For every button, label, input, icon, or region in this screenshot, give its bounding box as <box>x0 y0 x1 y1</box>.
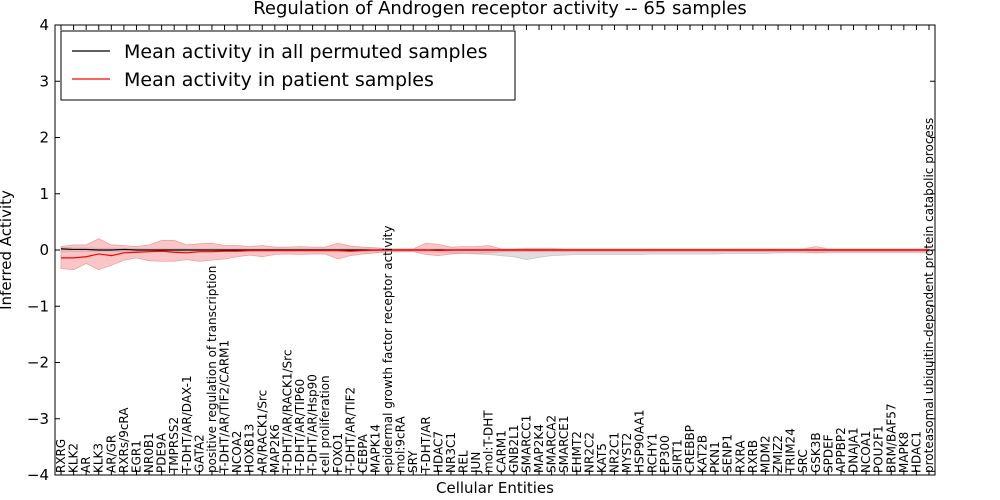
x-category-label: SMARCA2 <box>545 415 559 473</box>
y-axis-ticks: 4 3 2 1 0 −1 −2 −3 −4 <box>27 16 935 484</box>
x-category-label: MAPK14 <box>368 424 382 473</box>
x-category-label: T-DHT/AR/TIF2/CARM1 <box>218 340 232 474</box>
x-category-label: MAPK8 <box>897 432 911 473</box>
y-tick-label: 1 <box>39 185 49 203</box>
x-category-label: JUN <box>469 452 483 474</box>
x-axis-category-labels: RXRGKLK2ARKLK3AR/GRRXRs/9cRAEGR1NR0B1PDE… <box>54 25 936 475</box>
x-category-label: T-DHT/AR <box>419 416 433 474</box>
x-category-label: CEBPA <box>356 433 370 473</box>
x-category-label: GATA2 <box>192 434 206 473</box>
legend-label-patient: Mean activity in patient samples <box>124 69 434 91</box>
x-category-label: EGR1 <box>129 440 143 473</box>
line-series-1 <box>61 249 929 259</box>
x-category-label: T-DHT/AR/DAX-1 <box>180 375 194 474</box>
x-category-label: SRC <box>796 449 810 473</box>
y-tick-label: −3 <box>27 410 49 428</box>
x-category-label: NR2C2 <box>582 432 596 473</box>
x-category-label: mol:T-DHT <box>482 410 496 473</box>
x-category-label: KAT2B <box>696 435 710 473</box>
x-category-label: EHMT2 <box>570 431 584 473</box>
x-category-label: T-DHT/AR/RACK1/Src <box>280 350 294 474</box>
x-category-label: KAT5 <box>595 443 609 473</box>
x-category-label: RXRB <box>746 440 760 473</box>
y-tick-label: 2 <box>39 129 49 147</box>
series-lines <box>60 248 929 259</box>
x-category-label: MAP2K4 <box>532 424 546 473</box>
y-tick-label: 3 <box>39 72 49 90</box>
x-category-label: epidermal growth factor receptor activit… <box>381 226 395 473</box>
band-series-1 <box>60 238 930 271</box>
x-category-label: SMARCE1 <box>557 415 571 473</box>
x-category-label: MDM2 <box>758 435 772 473</box>
x-category-label: TRIM24 <box>784 428 798 474</box>
x-category-label: SRY <box>406 450 420 473</box>
y-tick-label: −4 <box>27 466 49 484</box>
x-category-label: RXRG <box>54 439 68 473</box>
y-axis-label: Inferred Activity <box>0 190 15 310</box>
y-tick-label: 4 <box>39 16 49 34</box>
x-category-label: AR/GR <box>104 435 118 473</box>
y-tick-label: 0 <box>39 241 49 259</box>
legend: Mean activity in all permuted samples Me… <box>60 30 516 101</box>
x-category-label: RXRs/9cRA <box>117 407 131 473</box>
x-category-label: TMPRSS2 <box>167 417 181 474</box>
legend-box <box>60 30 516 101</box>
x-category-label: PDE9A <box>155 432 169 473</box>
x-category-label: FOXO1 <box>331 433 345 473</box>
x-category-label: GSK3B <box>809 432 823 473</box>
x-category-label: NCOA2 <box>230 431 244 473</box>
x-category-label: SENP1 <box>721 434 735 473</box>
x-category-label: SIRT1 <box>670 439 684 473</box>
x-category-label: ZMIZ2 <box>771 435 785 473</box>
chart-title: Regulation of Androgen receptor activity… <box>253 0 747 19</box>
x-category-label: T-DHT/AR/TIP60 <box>293 379 307 474</box>
x-category-label: EP300 <box>658 435 672 473</box>
x-category-label: RXRA <box>733 440 747 473</box>
x-category-label: NR3C1 <box>444 432 458 473</box>
x-category-label: GNB2L1 <box>507 425 521 473</box>
x-category-label: NR2C1 <box>608 432 622 473</box>
x-category-label: HOXB13 <box>243 424 257 473</box>
x-category-label: BRM/BAF57 <box>884 403 898 473</box>
confidence-bands <box>60 238 930 271</box>
x-category-label: MAP2K6 <box>268 424 282 473</box>
x-category-label: HSP90AA1 <box>633 409 647 473</box>
x-category-label: T-DHT/AR/Hsp90 <box>306 374 320 474</box>
legend-label-permuted: Mean activity in all permuted samples <box>124 41 487 63</box>
x-category-label: cell proliferation <box>318 375 332 473</box>
x-category-label: POU2F1 <box>872 425 886 473</box>
x-category-label: SMARCC1 <box>519 415 533 473</box>
x-category-label: HDAC1 <box>909 431 923 473</box>
x-category-label: mol:9cRA <box>394 416 408 473</box>
x-category-label: positive regulation of transcription <box>205 266 219 473</box>
x-category-label: DNAJA1 <box>847 427 861 473</box>
x-category-label: NR0B1 <box>142 432 156 473</box>
x-category-label: T-DHT/AR/TIF2 <box>343 387 357 474</box>
x-category-label: KLK2 <box>67 443 81 473</box>
x-category-label: AR/RACK1/Src <box>255 390 269 473</box>
x-category-label: proteasomal ubiquitin-dependent protein … <box>922 118 936 473</box>
x-category-label: MYST2 <box>620 433 634 473</box>
x-category-label: AR <box>79 456 93 473</box>
x-category-label: RCHY1 <box>645 433 659 473</box>
x-category-label: PKN1 <box>708 441 722 473</box>
x-category-label: HDAC7 <box>431 431 445 473</box>
x-category-label: KLK3 <box>92 443 106 473</box>
y-tick-label: −1 <box>27 297 49 315</box>
y-tick-label: −2 <box>27 354 49 372</box>
x-category-label: CARM1 <box>494 430 508 473</box>
x-category-label: CREBBP <box>683 425 697 473</box>
x-category-label: SPDEF <box>821 434 835 473</box>
x-category-label: APPBP2 <box>834 427 848 473</box>
x-category-label: NCOA1 <box>859 431 873 473</box>
x-axis-label: Cellular Entities <box>436 479 554 497</box>
x-category-label: REL <box>457 450 471 473</box>
